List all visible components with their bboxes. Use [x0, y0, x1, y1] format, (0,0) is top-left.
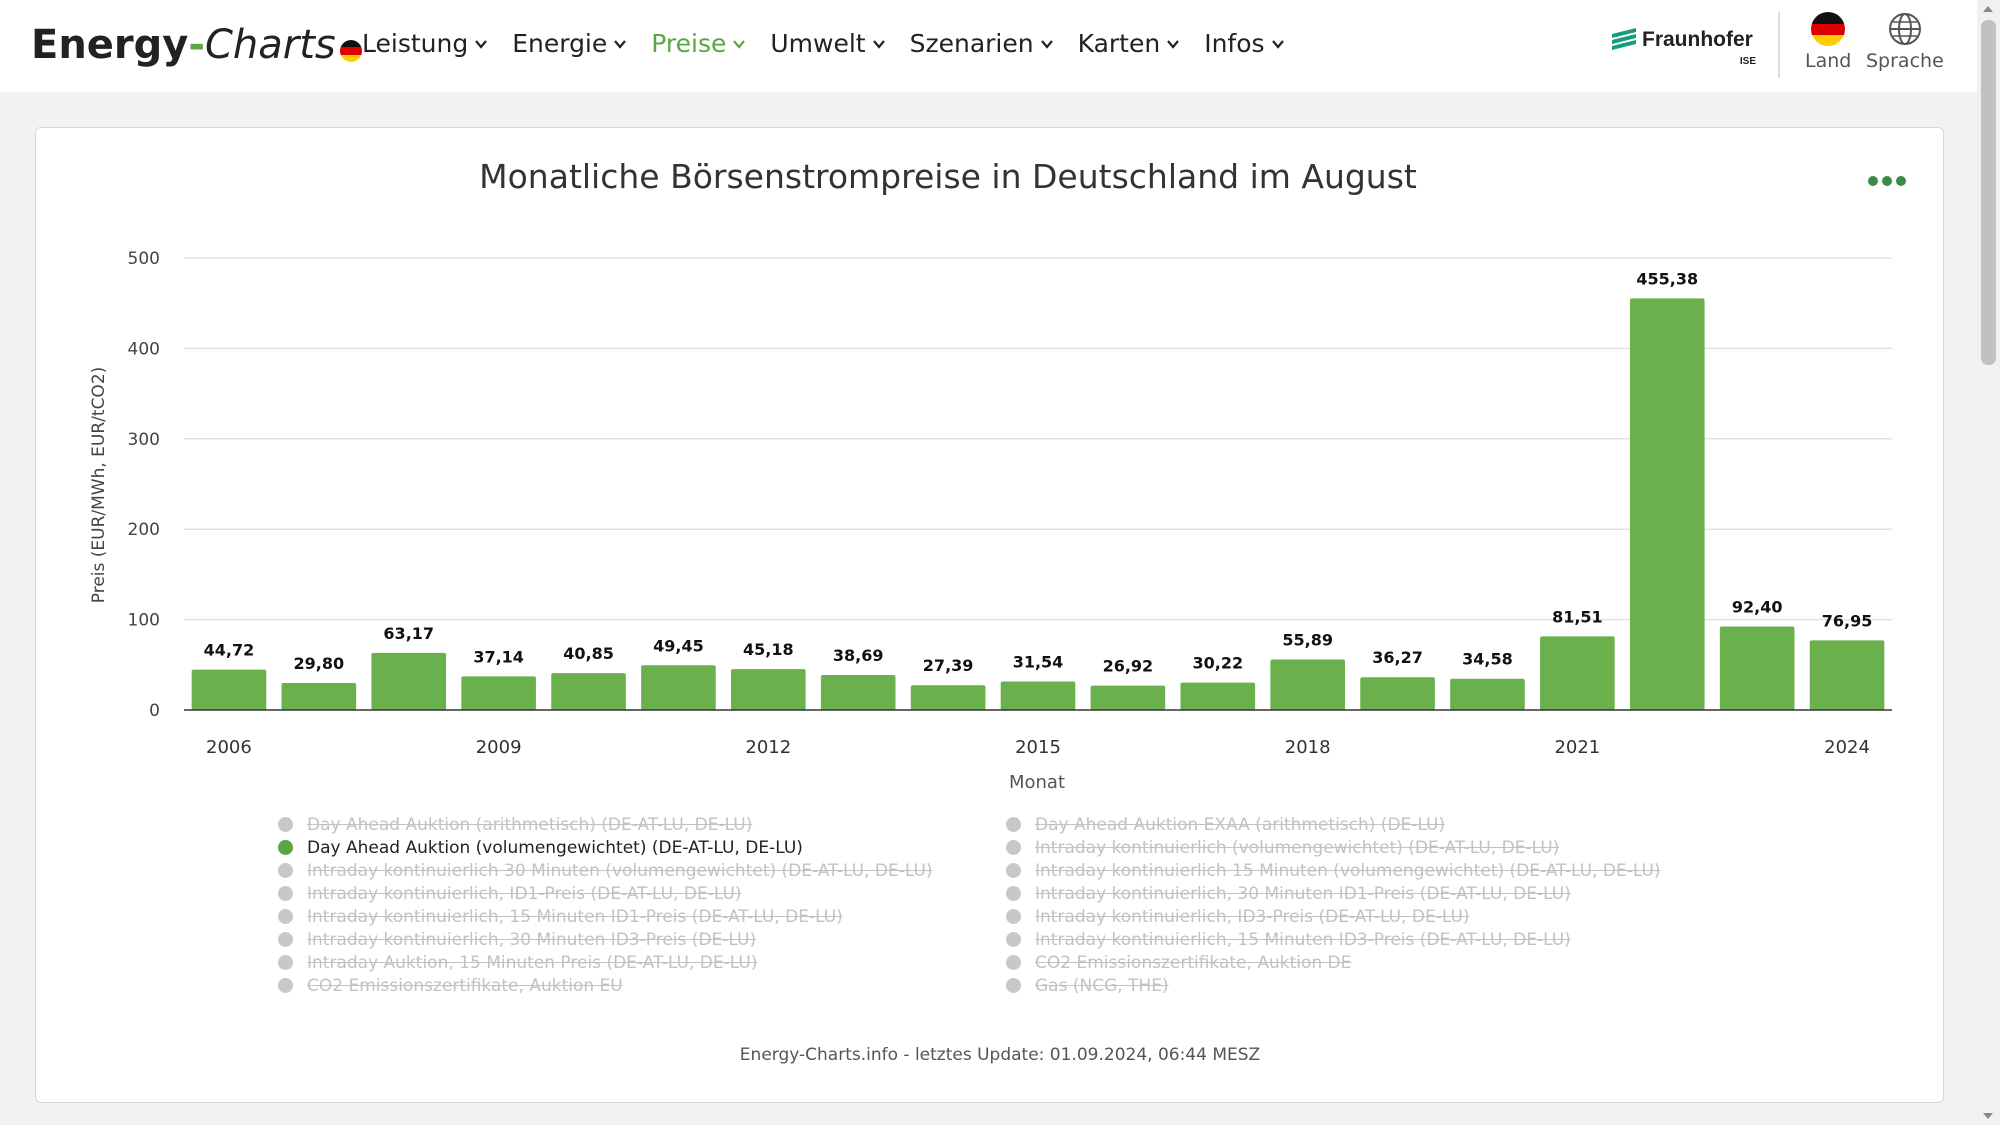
legend-label: Intraday kontinuierlich 15 Minuten (volu… — [1035, 860, 1661, 881]
fraunhofer-mark-icon — [1612, 28, 1636, 50]
legend-right-column: Day Ahead Auktion EXAA (arithmetisch) (D… — [1006, 813, 1661, 997]
dot-icon — [1868, 176, 1878, 186]
page-scrollbar[interactable] — [1977, 0, 2000, 1125]
nav-item-label: Umwelt — [770, 29, 866, 58]
globe-icon — [1888, 13, 1921, 45]
nav-item-szenarien[interactable]: Szenarien — [898, 24, 1066, 64]
legend-label: Intraday kontinuierlich, 15 Minuten ID3-… — [1035, 929, 1571, 950]
legend-dot-icon — [1006, 840, 1021, 855]
legend-dot-icon — [1006, 863, 1021, 878]
nav-item-infos[interactable]: Infos — [1192, 24, 1296, 64]
legend-item[interactable]: Intraday kontinuierlich, 15 Minuten ID3-… — [1006, 928, 1661, 951]
scroll-down-arrow-icon[interactable] — [1983, 1113, 1993, 1119]
legend-dot-icon — [1006, 886, 1021, 901]
fraunhofer-name: Fraunhofer — [1642, 28, 1753, 51]
legend-label: Day Ahead Auktion (volumengewichtet) (DE… — [307, 837, 803, 858]
chevron-down-icon — [1271, 40, 1284, 49]
chart-menu-button[interactable] — [1868, 168, 1906, 194]
legend-item[interactable]: Intraday kontinuierlich, ID3-Preis (DE-A… — [1006, 905, 1661, 928]
legend-item[interactable]: Intraday kontinuierlich, 30 Minuten ID1-… — [1006, 882, 1661, 905]
legend-dot-icon — [1006, 978, 1021, 993]
legend-label: Intraday kontinuierlich, 15 Minuten ID1-… — [307, 906, 843, 927]
legend-dot-icon — [1006, 955, 1021, 970]
nav-item-label: Szenarien — [909, 29, 1034, 58]
legend-left-column: Day Ahead Auktion (arithmetisch) (DE-AT-… — [278, 813, 933, 997]
nav-item-leistung[interactable]: Leistung — [350, 24, 500, 64]
country-selector[interactable]: Land — [1805, 12, 1851, 72]
dot-icon — [1882, 176, 1892, 186]
country-label: Land — [1805, 50, 1852, 72]
nav-item-umwelt[interactable]: Umwelt — [758, 24, 897, 64]
brand-part-1: Energy — [31, 22, 189, 68]
legend-label: Intraday kontinuierlich, ID3-Preis (DE-A… — [1035, 906, 1470, 927]
nav-item-label: Infos — [1204, 29, 1265, 58]
legend-label: Intraday kontinuierlich, ID1-Preis (DE-A… — [307, 883, 742, 904]
germany-flag-icon — [339, 40, 362, 62]
legend-label: CO2 Emissionszertifikate, Auktion DE — [1035, 952, 1352, 973]
nav-item-karten[interactable]: Karten — [1066, 24, 1193, 64]
nav-item-energie[interactable]: Energie — [500, 24, 639, 64]
brand-dash: - — [188, 22, 205, 68]
dot-icon — [1896, 176, 1906, 186]
legend-dot-icon — [1006, 932, 1021, 947]
legend-dot-icon — [1006, 909, 1021, 924]
chart-card — [35, 127, 1944, 1103]
legend-item[interactable]: Day Ahead Auktion (arithmetisch) (DE-AT-… — [278, 813, 933, 836]
legend-dot-icon — [278, 955, 293, 970]
legend-label: Intraday kontinuierlich 30 Minuten (volu… — [307, 860, 933, 881]
legend-label: Intraday Auktion, 15 Minuten Preis (DE-A… — [307, 952, 758, 973]
legend-dot-icon — [278, 909, 293, 924]
legend-item[interactable]: Intraday Auktion, 15 Minuten Preis (DE-A… — [278, 951, 933, 974]
legend-dot-icon — [278, 932, 293, 947]
legend-item[interactable]: CO2 Emissionszertifikate, Auktion EU — [278, 974, 933, 997]
brand-logo[interactable]: Energy-Charts — [31, 20, 362, 70]
top-navbar: Energy-Charts Leistung Energie Preise Umwel… — [0, 0, 1977, 92]
legend-item[interactable]: Intraday kontinuierlich 30 Minuten (volu… — [278, 859, 933, 882]
legend-item[interactable]: Intraday kontinuierlich (volumengewichte… — [1006, 836, 1661, 859]
germany-flag-icon — [1811, 12, 1846, 46]
legend-item[interactable]: Intraday kontinuierlich 15 Minuten (volu… — [1006, 859, 1661, 882]
chevron-down-icon — [733, 40, 746, 49]
legend-dot-icon — [1006, 817, 1021, 832]
legend-label: Intraday kontinuierlich, 30 Minuten ID1-… — [1035, 883, 1571, 904]
legend-label: Day Ahead Auktion (arithmetisch) (DE-AT-… — [307, 814, 753, 835]
chevron-down-icon — [1167, 40, 1180, 49]
legend-item[interactable]: Intraday kontinuierlich, ID1-Preis (DE-A… — [278, 882, 933, 905]
chevron-down-icon — [614, 40, 627, 49]
fraunhofer-logo[interactable]: Fraunhofer ISE — [1612, 24, 1760, 72]
brand-part-2: Charts — [204, 22, 336, 68]
legend-dot-icon — [278, 863, 293, 878]
legend-item[interactable]: Gas (NCG, THE) — [1006, 974, 1661, 997]
legend-label: Gas (NCG, THE) — [1035, 975, 1169, 996]
nav-item-label: Leistung — [362, 29, 469, 58]
legend-label: Intraday kontinuierlich, 30 Minuten ID3-… — [307, 929, 757, 950]
legend-item[interactable]: Day Ahead Auktion EXAA (arithmetisch) (D… — [1006, 813, 1661, 836]
divider — [1778, 12, 1780, 78]
legend-dot-icon — [278, 840, 293, 855]
scroll-up-arrow-icon[interactable] — [1983, 6, 1993, 12]
fraunhofer-ise: ISE — [1739, 56, 1756, 67]
legend-dot-icon — [278, 886, 293, 901]
language-label: Sprache — [1866, 50, 1944, 72]
main-nav: Leistung Energie Preise Umwelt Szenarien Kart… — [350, 24, 1297, 64]
scrollbar-thumb[interactable] — [1981, 20, 1996, 365]
last-update-footer: Energy-Charts.info - letztes Update: 01.… — [739, 1045, 1261, 1065]
chevron-down-icon — [1040, 40, 1053, 49]
legend-label: Intraday kontinuierlich (volumengewichte… — [1035, 837, 1560, 858]
chevron-down-icon — [872, 40, 885, 49]
nav-item-label: Preise — [651, 29, 727, 58]
nav-item-label: Energie — [512, 29, 608, 58]
nav-item-preise[interactable]: Preise — [639, 24, 758, 64]
legend-item[interactable]: Intraday kontinuierlich, 30 Minuten ID3-… — [278, 928, 933, 951]
legend-label: Day Ahead Auktion EXAA (arithmetisch) (D… — [1035, 814, 1446, 835]
legend-dot-icon — [278, 978, 293, 993]
chevron-down-icon — [475, 40, 488, 49]
legend-item[interactable]: Intraday kontinuierlich, 15 Minuten ID1-… — [278, 905, 933, 928]
legend-item[interactable]: CO2 Emissionszertifikate, Auktion DE — [1006, 951, 1661, 974]
legend-label: CO2 Emissionszertifikate, Auktion EU — [307, 975, 623, 996]
legend-dot-icon — [278, 817, 293, 832]
legend-item[interactable]: Day Ahead Auktion (volumengewichtet) (DE… — [278, 836, 933, 859]
nav-item-label: Karten — [1077, 29, 1161, 58]
language-selector[interactable]: Sprache — [1866, 12, 1944, 72]
